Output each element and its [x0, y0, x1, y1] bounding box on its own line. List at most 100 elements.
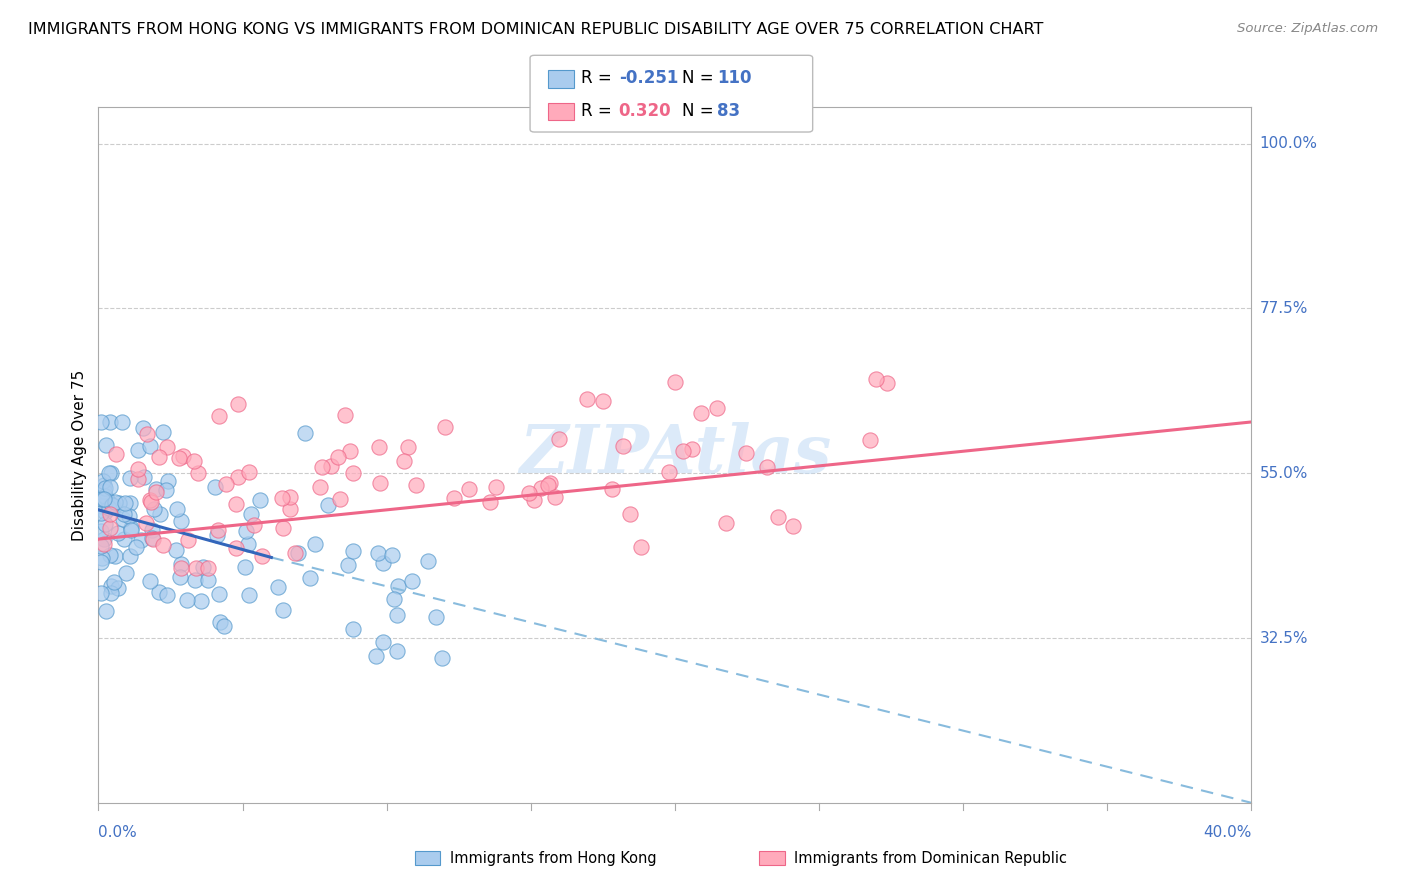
Point [90, 499, 112, 513]
Point [238, 536, 260, 550]
Point [107, 581, 129, 595]
Point [191, 560, 214, 574]
Point [716, 516, 738, 531]
Point [139, 439, 162, 453]
Text: ZIPAtlas: ZIPAtlas [519, 423, 831, 487]
Point [394, 454, 416, 468]
Point [104, 549, 127, 564]
Point [127, 461, 149, 475]
Point [876, 376, 898, 391]
Point [672, 443, 695, 458]
Point [94, 438, 117, 452]
Point [612, 439, 634, 453]
Point [226, 469, 249, 483]
Point [530, 481, 553, 495]
Point [98, 415, 121, 429]
Point [859, 433, 882, 447]
Point [865, 372, 887, 386]
Point [238, 588, 260, 602]
Point [90, 539, 112, 553]
Point [98, 479, 121, 493]
Point [658, 465, 681, 479]
Point [90, 492, 112, 507]
Point [94, 505, 117, 519]
Point [143, 502, 166, 516]
Point [235, 524, 257, 538]
Point [132, 421, 155, 435]
Text: 110: 110 [717, 70, 752, 87]
Point [120, 523, 142, 537]
Point [278, 502, 301, 516]
Text: 100.0%: 100.0% [1260, 136, 1317, 151]
Point [167, 450, 190, 465]
Point [416, 554, 439, 568]
Point [287, 546, 309, 560]
Point [145, 484, 167, 499]
Point [523, 493, 546, 508]
Text: 55.0%: 55.0% [1260, 466, 1308, 481]
Point [208, 409, 231, 424]
Text: -0.251: -0.251 [619, 70, 678, 87]
Point [176, 592, 198, 607]
Point [184, 573, 207, 587]
Point [94, 516, 117, 531]
Text: R =: R = [581, 102, 617, 120]
Point [90, 554, 112, 568]
Text: IMMIGRANTS FROM HONG KONG VS IMMIGRANTS FROM DOMINICAN REPUBLIC DISABILITY AGE O: IMMIGRANTS FROM HONG KONG VS IMMIGRANTS … [28, 22, 1043, 37]
Point [93, 478, 115, 492]
Point [156, 588, 179, 602]
Point [537, 478, 560, 492]
Point [152, 539, 174, 553]
Point [184, 561, 207, 575]
Point [112, 533, 135, 547]
Point [170, 514, 193, 528]
Point [156, 475, 179, 489]
Text: 40.0%: 40.0% [1204, 825, 1251, 840]
Point [141, 531, 163, 545]
Point [127, 443, 149, 458]
Point [112, 512, 135, 526]
Y-axis label: Disability Age Over 75: Disability Age Over 75 [72, 369, 87, 541]
Text: Immigrants from Hong Kong: Immigrants from Hong Kong [450, 851, 657, 865]
Text: N =: N = [682, 102, 718, 120]
Point [326, 450, 349, 464]
Point [118, 495, 141, 509]
Point [145, 482, 167, 496]
Point [197, 561, 219, 575]
Point [98, 466, 121, 480]
Point [93, 483, 115, 498]
Point [664, 376, 686, 390]
Point [129, 533, 152, 547]
Point [243, 518, 266, 533]
Point [485, 480, 508, 494]
Point [112, 507, 135, 521]
Point [152, 425, 174, 440]
Point [304, 537, 326, 551]
Text: Immigrants from Dominican Republic: Immigrants from Dominican Republic [794, 851, 1067, 865]
Point [103, 499, 125, 513]
Point [93, 532, 115, 546]
Point [177, 533, 200, 547]
Point [139, 574, 162, 588]
Point [148, 450, 170, 464]
Point [478, 495, 501, 509]
Point [387, 579, 409, 593]
Point [172, 449, 194, 463]
Point [368, 476, 391, 491]
Point [706, 401, 728, 415]
Point [207, 528, 229, 542]
Point [432, 651, 454, 665]
Text: Source: ZipAtlas.com: Source: ZipAtlas.com [1237, 22, 1378, 36]
Point [543, 490, 565, 504]
Point [271, 521, 294, 535]
Point [457, 483, 479, 497]
Point [319, 459, 342, 474]
Point [132, 470, 155, 484]
Point [735, 446, 758, 460]
Point [382, 592, 405, 607]
Point [108, 496, 131, 510]
Point [91, 550, 114, 565]
Point [120, 549, 142, 563]
Point [208, 615, 231, 629]
Point [148, 585, 170, 599]
